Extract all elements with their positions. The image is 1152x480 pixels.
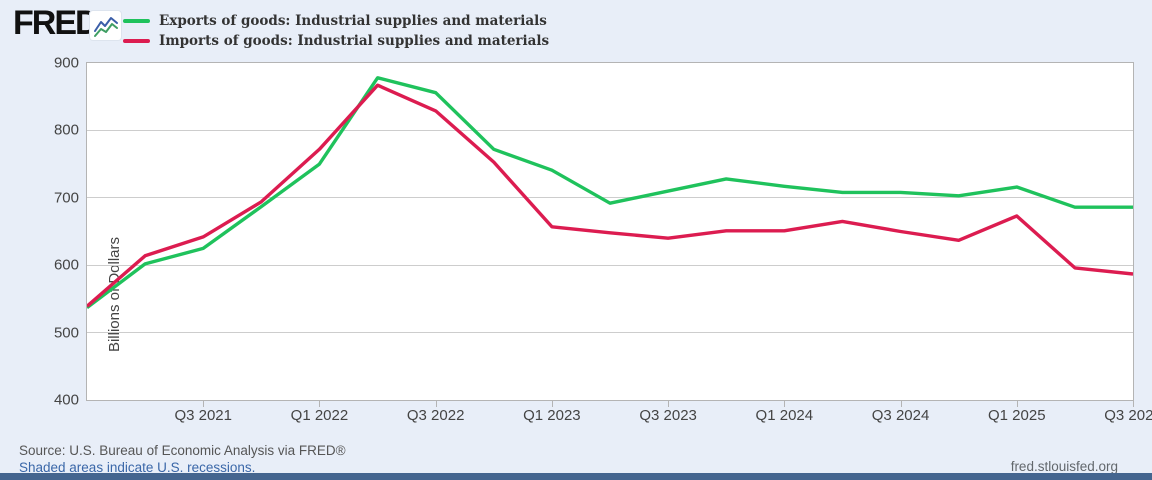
x-axis-label: Q1 2025 <box>987 407 1046 424</box>
series-line-imports <box>87 83 1133 308</box>
x-axis-tick <box>1133 401 1134 407</box>
legend: Exports of goods: Industrial supplies an… <box>123 11 549 51</box>
y-axis-label: 700 <box>53 189 79 207</box>
x-axis-label: Q3 2025 <box>1104 407 1152 424</box>
x-axis-tick <box>203 401 205 407</box>
y-axis-label: 400 <box>53 391 79 409</box>
series-line-exports <box>87 76 1133 310</box>
legend-label[interactable]: Exports of goods: Industrial supplies an… <box>159 13 547 29</box>
x-axis-label: Q3 2021 <box>174 407 232 424</box>
gridline <box>87 129 1133 131</box>
y-axis-label: 900 <box>53 54 79 72</box>
legend-swatch-icon <box>123 19 150 23</box>
legend-label[interactable]: Imports of goods: Industrial supplies an… <box>159 33 550 49</box>
x-axis-tick <box>784 401 786 407</box>
gridline <box>87 197 1133 199</box>
fred-logo-chart-icon <box>90 11 121 40</box>
bottom-bar <box>0 473 1152 480</box>
x-axis-tick <box>551 401 553 407</box>
legend-swatch-icon <box>123 39 150 43</box>
x-axis-tick <box>1016 401 1018 407</box>
gridline <box>87 264 1133 266</box>
y-axis-label: 500 <box>53 324 79 342</box>
y-axis-label: 800 <box>53 121 79 139</box>
x-axis-tick <box>435 401 437 407</box>
fred-site-link[interactable]: fred.stlouisfed.org <box>1010 459 1118 474</box>
y-axis-label: 600 <box>53 256 79 274</box>
x-axis-tick <box>668 401 670 407</box>
x-axis-label: Q1 2022 <box>290 407 349 424</box>
x-axis-tick <box>900 401 902 407</box>
x-axis-label: Q3 2023 <box>639 407 697 424</box>
x-axis-label: Q1 2023 <box>523 407 581 424</box>
x-axis-label: Q1 2024 <box>755 407 814 424</box>
legend-item: Exports of goods: Industrial supplies an… <box>123 11 549 31</box>
x-axis-label: Q3 2024 <box>871 407 930 424</box>
gridline <box>87 332 1133 334</box>
x-axis-tick <box>319 401 321 407</box>
recession-note-link[interactable]: Shaded areas indicate U.S. recessions. <box>19 460 256 475</box>
plot-area: Billions of Dollars <box>87 63 1133 400</box>
x-axis-label: Q3 2022 <box>406 407 465 424</box>
footer-source: Source: U.S. Bureau of Economic Analysis… <box>19 443 346 458</box>
legend-item: Imports of goods: Industrial supplies an… <box>123 31 549 51</box>
